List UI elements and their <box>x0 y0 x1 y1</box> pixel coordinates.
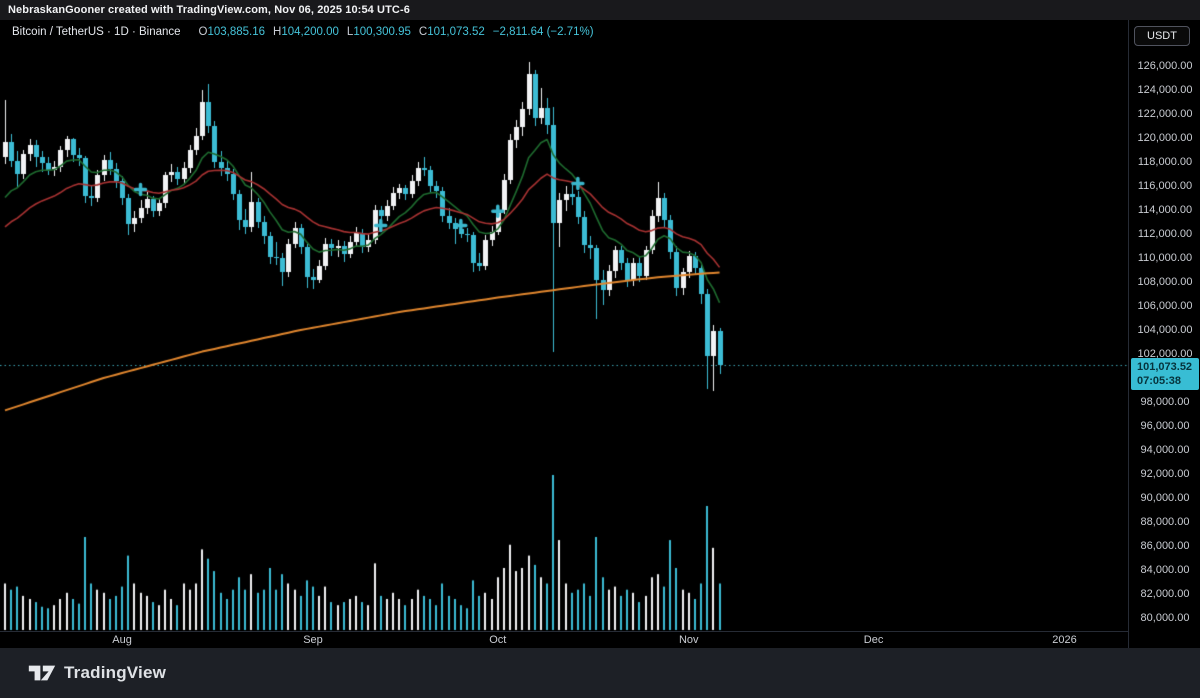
footer-bar: TradingView <box>0 648 1200 698</box>
time-axis-month-label: Aug <box>112 634 132 646</box>
price-axis-label: 116,000.00 <box>1137 180 1193 192</box>
price-axis-label: 88,000.00 <box>1140 516 1190 528</box>
price-axis-label: 106,000.00 <box>1137 300 1193 312</box>
price-axis-label: 110,000.00 <box>1137 252 1193 264</box>
price-axis[interactable]: USDT 126,000.00 124,000.00 122,000.00 120,0… <box>1128 20 1200 648</box>
price-axis-label: 96,000.00 <box>1140 420 1190 432</box>
time-axis-month-label: Sep <box>303 634 323 646</box>
price-axis-label: 112,000.00 <box>1137 228 1193 240</box>
tradingview-logo-text: TradingView <box>64 663 167 682</box>
currency-toggle-button[interactable]: USDT <box>1134 26 1190 46</box>
price-axis-label: 126,000.00 <box>1137 60 1193 72</box>
price-axis-label: 124,000.00 <box>1137 84 1193 96</box>
price-axis-label: 108,000.00 <box>1137 276 1193 288</box>
change-value: −2,811.64 (−2.71%) <box>492 26 594 38</box>
price-axis-label: 92,000.00 <box>1140 468 1190 480</box>
last-price-value: 101,073.52 <box>1137 361 1193 374</box>
high-label: H <box>273 26 282 38</box>
price-axis-label: 90,000.00 <box>1140 492 1190 504</box>
open-label: O <box>198 26 208 38</box>
time-axis-month-label: Oct <box>489 634 507 646</box>
tradingview-logo[interactable]: TradingView <box>28 663 166 683</box>
time-axis-month-label: 2026 <box>1052 634 1077 646</box>
symbol-title[interactable]: Bitcoin / TetherUS · 1D · Binance <box>12 26 181 38</box>
price-axis-label: 120,000.00 <box>1137 132 1193 144</box>
price-axis-label: 86,000.00 <box>1140 540 1190 552</box>
price-axis-label: 98,000.00 <box>1140 396 1190 408</box>
time-axis-month-label: Dec <box>863 634 884 646</box>
price-axis-label: 104,000.00 <box>1137 324 1193 336</box>
price-axis-label: 122,000.00 <box>1137 108 1193 120</box>
close-value: 101,073.52 <box>427 26 485 38</box>
low-value: 100,300.95 <box>353 26 411 38</box>
price-axis-label: 118,000.00 <box>1137 156 1193 168</box>
last-price-badge: 101,073.52 07:05:38 <box>1131 358 1199 391</box>
low-label: L <box>346 26 354 38</box>
price-axis-label: 84,000.00 <box>1140 564 1190 576</box>
close-label: C <box>418 26 428 38</box>
open-value: 103,885.16 <box>207 26 266 38</box>
price-axis-label: 114,000.00 <box>1137 204 1193 216</box>
tradingview-logo-icon <box>28 665 56 681</box>
chart-area: Bitcoin / TetherUS · 1D · Binance O103,88… <box>0 20 1200 648</box>
price-chart-canvas[interactable] <box>0 20 1128 631</box>
attribution-bar: NebraskanGooner created with TradingView… <box>0 0 1200 20</box>
time-axis[interactable]: Aug Sep Oct Nov Dec 2026 <box>0 631 1128 648</box>
price-axis-label: 82,000.00 <box>1140 588 1190 600</box>
price-axis-label: 80,000.00 <box>1140 612 1190 624</box>
bar-countdown-timer: 07:05:38 <box>1137 375 1182 388</box>
time-axis-month-label: Nov <box>678 634 699 646</box>
symbol-legend: Bitcoin / TetherUS · 1D · Binance O103,88… <box>12 26 594 38</box>
attribution-text: NebraskanGooner created with TradingView… <box>8 4 410 16</box>
price-axis-label: 94,000.00 <box>1140 444 1190 456</box>
price-axis-label: 102,000.00 <box>1137 348 1193 360</box>
high-value: 104,200.00 <box>281 26 339 38</box>
